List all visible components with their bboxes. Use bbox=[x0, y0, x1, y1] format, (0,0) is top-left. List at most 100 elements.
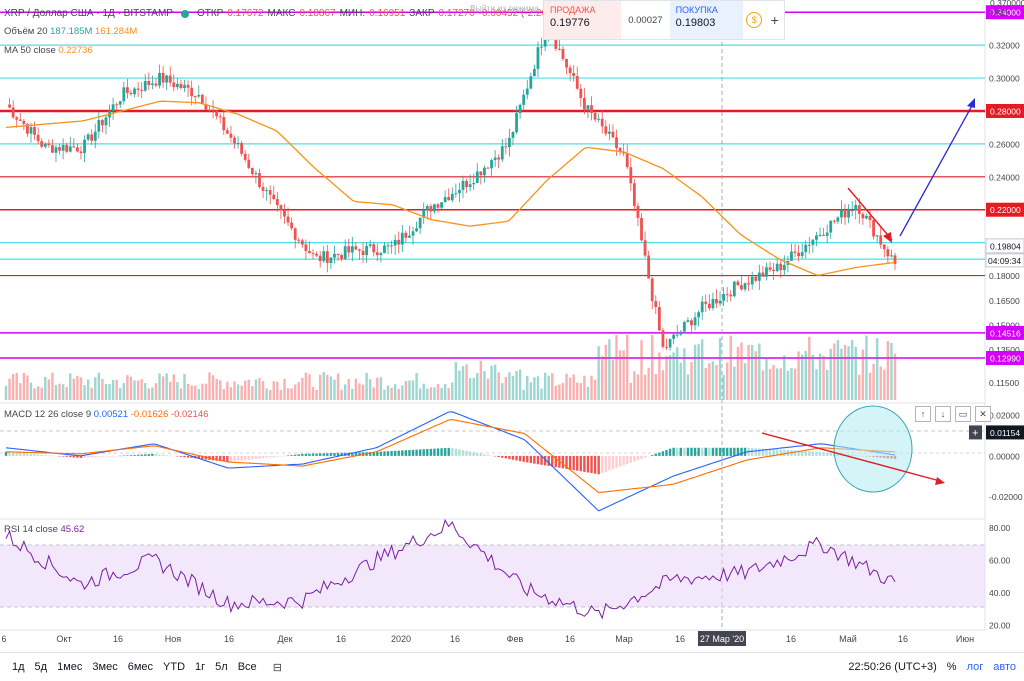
timeframe-button-8[interactable]: Все bbox=[237, 661, 257, 673]
candle-body bbox=[311, 253, 315, 255]
candle-body bbox=[229, 133, 233, 138]
volume-bar bbox=[597, 346, 600, 400]
up-arrow-line[interactable] bbox=[899, 101, 975, 237]
clock-time[interactable]: 22:50:26 (UTC+3) bbox=[848, 661, 937, 673]
log-toggle[interactable]: лог bbox=[966, 661, 984, 673]
auto-toggle[interactable]: авто bbox=[993, 661, 1016, 673]
down-arrow-line[interactable] bbox=[847, 187, 893, 241]
volume-bar bbox=[215, 378, 218, 400]
candle-body bbox=[415, 228, 418, 232]
ma-legend[interactable]: MA 50 close 0.22736 bbox=[4, 45, 93, 56]
sell-button[interactable]: ПРОДАЖА 0.19776 bbox=[544, 1, 622, 39]
timeframe-button-7[interactable]: 5л bbox=[215, 661, 228, 673]
volume-legend[interactable]: Объём 20 187.185M 161.284M bbox=[4, 26, 137, 37]
candle-body bbox=[643, 240, 647, 256]
volume-bar bbox=[618, 350, 622, 400]
add-button[interactable]: + bbox=[770, 12, 779, 28]
candle-body bbox=[340, 255, 344, 259]
buy-label: ПОКУПКА bbox=[675, 5, 718, 15]
volume-bar bbox=[843, 344, 847, 400]
price-axis-labels[interactable]: 0.34000 0.32000 0.30000 0.28000 0.26000 0.240… bbox=[969, 5, 1024, 630]
date-range-icon[interactable]: ⊟ bbox=[272, 661, 282, 674]
price-axis-label: 0.13500 bbox=[989, 345, 1020, 355]
timeframe-button-3[interactable]: 3мес bbox=[92, 661, 118, 673]
volume-bar bbox=[825, 370, 829, 400]
timeframe-button-0[interactable]: 1д bbox=[12, 661, 25, 673]
macd-histogram-bar bbox=[390, 451, 393, 456]
macd-histogram-bar bbox=[511, 455, 515, 460]
price-axis-label: 0.28000 bbox=[990, 106, 1021, 116]
currency-label[interactable]: 0.370000 USD bbox=[990, 0, 1024, 18]
volume-bar bbox=[283, 378, 286, 400]
macd-histogram-bar bbox=[679, 447, 682, 456]
macd-trend-line[interactable] bbox=[761, 432, 941, 482]
timeframe-button-5[interactable]: YTD bbox=[163, 661, 186, 673]
volume-bar bbox=[854, 346, 857, 400]
candle-body bbox=[440, 202, 443, 208]
volume-bar bbox=[301, 377, 304, 400]
candle-body bbox=[707, 303, 711, 309]
volume-bar bbox=[222, 389, 225, 400]
macd-legend[interactable]: MACD 12 26 close 9 0.00521 -0.01626 -0.0… bbox=[4, 409, 208, 420]
rsi-legend[interactable]: RSI 14 close 45.62 bbox=[4, 524, 84, 535]
candle-body bbox=[757, 272, 761, 281]
candle-body bbox=[343, 246, 347, 259]
volume-bar bbox=[483, 371, 486, 400]
buy-button[interactable]: ПОКУПКА 0.19803 bbox=[669, 1, 744, 39]
macd-histogram-bar bbox=[529, 455, 533, 464]
volume-bar bbox=[765, 357, 768, 400]
macd-histogram-bar bbox=[451, 448, 454, 456]
macd-histogram-bar bbox=[54, 455, 58, 457]
macd-histogram-bar bbox=[508, 455, 511, 460]
add-level-icon bbox=[969, 425, 982, 440]
low-value: 0.16951 bbox=[369, 8, 406, 19]
macd-histogram-bar bbox=[122, 455, 126, 457]
macd-axis-label: 0.00000 bbox=[989, 451, 1020, 461]
macd-histogram-bar bbox=[11, 452, 15, 456]
timeframe-button-2[interactable]: 1мес bbox=[57, 661, 83, 673]
macd-histogram-bar bbox=[4, 451, 8, 456]
price-axis-label: 0.24000 bbox=[989, 172, 1020, 182]
timeframe-button-6[interactable]: 1г bbox=[195, 661, 206, 673]
price-chart[interactable]: 0.34000 0.32000 0.30000 0.28000 0.26000 0.240… bbox=[0, 0, 1024, 652]
candle-body bbox=[61, 144, 65, 151]
macd-histogram-bar bbox=[261, 455, 265, 459]
macd-histogram-bar bbox=[169, 455, 172, 457]
macd-highlight-circle[interactable] bbox=[833, 405, 913, 493]
volume-bar bbox=[22, 372, 26, 400]
volume-bar bbox=[790, 367, 793, 400]
volume-bar bbox=[422, 383, 425, 400]
volume-bar bbox=[33, 388, 36, 400]
horizontal-levels[interactable] bbox=[0, 11, 985, 359]
candle-body bbox=[268, 190, 272, 195]
move-pane-down-button[interactable]: ↓ bbox=[935, 406, 951, 422]
candle-body bbox=[379, 253, 383, 256]
symbol-name[interactable]: XRP / Доллар США · 1Д · BITSTAMP bbox=[4, 8, 173, 19]
volume-bar bbox=[522, 389, 525, 400]
volume-bar bbox=[558, 384, 561, 400]
macd-histogram-bar bbox=[269, 455, 272, 458]
candle-body bbox=[615, 137, 618, 149]
maximize-pane-button[interactable]: ▭ bbox=[955, 406, 971, 422]
percent-toggle[interactable]: % bbox=[946, 661, 957, 673]
volume-bar bbox=[208, 372, 211, 400]
volume-bar bbox=[804, 350, 807, 400]
candle-body bbox=[361, 250, 365, 256]
volume-bar bbox=[443, 384, 447, 400]
candle-body bbox=[782, 264, 786, 271]
macd-histogram-bar bbox=[376, 451, 379, 456]
move-pane-up-button[interactable]: ↑ bbox=[915, 406, 931, 422]
close-pane-button[interactable]: ✕ bbox=[975, 406, 991, 422]
candle-body bbox=[443, 197, 447, 203]
macd-histogram-bar bbox=[611, 455, 615, 470]
timeframe-button-1[interactable]: 5д bbox=[34, 661, 48, 673]
timeframe-button-4[interactable]: 6мес bbox=[127, 661, 154, 673]
macd-histogram-bar bbox=[683, 447, 686, 456]
time-axis-labels[interactable]: 6Окт16Ноя16Дек16202016Фев16Мар16Апр16Май… bbox=[1, 631, 974, 646]
volume-bar bbox=[497, 372, 500, 400]
candle-body bbox=[843, 209, 847, 218]
candle-body bbox=[600, 118, 604, 127]
macd-histogram-bar bbox=[568, 455, 572, 470]
currency-code: USD bbox=[990, 8, 1008, 18]
dollar-icon[interactable]: $ bbox=[743, 1, 765, 39]
